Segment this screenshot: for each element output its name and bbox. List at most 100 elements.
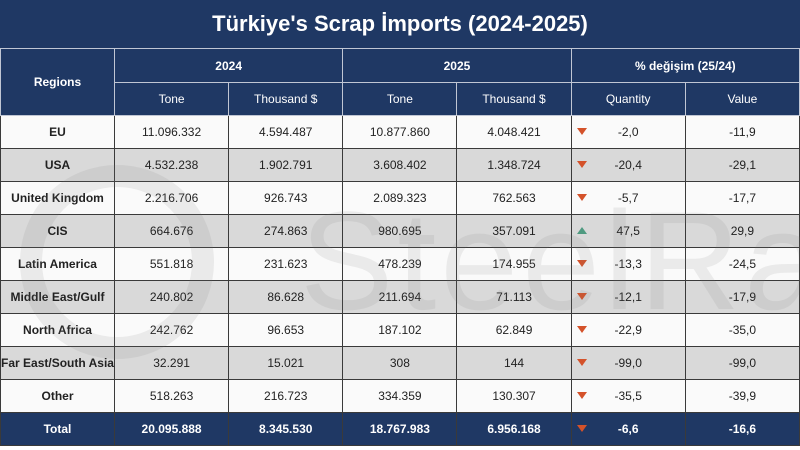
header-usd-2024: Thousand $ <box>228 82 344 116</box>
cell-usd-2025: 4.048.421 <box>456 115 572 149</box>
quantity-value: -99,0 <box>614 356 642 370</box>
quantity-value: -2,0 <box>617 125 639 139</box>
triangle-down-icon <box>576 326 587 333</box>
cell-usd-2025: 762.563 <box>456 181 572 215</box>
cell-usd-2024: 8.345.530 <box>228 412 344 446</box>
quantity-value: -22,9 <box>614 323 642 337</box>
cell-tone-2024: 551.818 <box>113 247 230 281</box>
cell-tone-2024: 664.676 <box>113 214 230 248</box>
table-row: USA 4.532.238 1.902.791 3.608.402 1.348.724 -… <box>0 148 800 182</box>
header-usd-2025: Thousand $ <box>456 82 572 116</box>
cell-usd-2024: 1.902.791 <box>228 148 344 182</box>
cell-value: -17,7 <box>684 181 800 215</box>
cell-usd-2024: 274.863 <box>228 214 344 248</box>
cell-usd-2024: 15.021 <box>228 346 344 380</box>
table-title: Türkiye's Scrap İmports (2024-2025) <box>0 0 800 48</box>
triangle-down-icon <box>576 359 587 366</box>
triangle-down-icon <box>576 161 587 168</box>
cell-region: CIS <box>0 214 115 248</box>
header-2025: 2025 <box>342 48 572 83</box>
cell-tone-2025: 980.695 <box>342 214 458 248</box>
cell-value: 29,9 <box>684 214 800 248</box>
cell-region: North Africa <box>0 313 115 347</box>
header-value: Value <box>684 82 800 116</box>
cell-value: -35,0 <box>684 313 800 347</box>
cell-tone-2024: 20.095.888 <box>113 412 230 446</box>
cell-region: Latin America <box>0 247 115 281</box>
triangle-down-icon <box>576 260 587 267</box>
cell-quantity: -35,5 <box>570 379 686 413</box>
quantity-value: -20,4 <box>614 158 642 172</box>
quantity-value: -13,3 <box>614 257 642 271</box>
cell-region: Middle East/Gulf <box>0 280 115 314</box>
cell-value: -11,9 <box>684 115 800 149</box>
quantity-value: -6,6 <box>617 422 639 436</box>
cell-region: United Kingdom <box>0 181 115 215</box>
cell-tone-2025: 211.694 <box>342 280 458 314</box>
cell-region: USA <box>0 148 115 182</box>
table-row: United Kingdom 2.216.706 926.743 2.089.323 7… <box>0 181 800 215</box>
triangle-down-icon <box>576 128 587 135</box>
cell-region: EU <box>0 115 115 149</box>
header-quantity: Quantity <box>570 82 686 116</box>
header-regions: Regions <box>0 48 115 116</box>
cell-tone-2024: 4.532.238 <box>113 148 230 182</box>
quantity-value: -12,1 <box>614 290 642 304</box>
cell-region: Far East/South Asia <box>0 346 115 380</box>
cell-value: -29,1 <box>684 148 800 182</box>
cell-tone-2025: 18.767.983 <box>342 412 458 446</box>
cell-value: -24,5 <box>684 247 800 281</box>
cell-quantity: -2,0 <box>570 115 686 149</box>
cell-quantity: -22,9 <box>570 313 686 347</box>
header-tone-2024: Tone <box>113 82 230 116</box>
cell-usd-2025: 1.348.724 <box>456 148 572 182</box>
scrap-imports-table: Regions 2024 2025 % değişim (25/24) Tone… <box>0 48 800 446</box>
triangle-down-icon <box>576 425 587 432</box>
cell-tone-2025: 10.877.860 <box>342 115 458 149</box>
header-change: % değişim (25/24) <box>570 48 800 83</box>
cell-tone-2024: 11.096.332 <box>113 115 230 149</box>
cell-usd-2025: 174.955 <box>456 247 572 281</box>
triangle-up-icon <box>576 227 587 234</box>
quantity-value: 47,5 <box>616 224 640 238</box>
cell-usd-2024: 86.628 <box>228 280 344 314</box>
table-row: EU 11.096.332 4.594.487 10.877.860 4.048.421… <box>0 115 800 149</box>
cell-tone-2025: 2.089.323 <box>342 181 458 215</box>
cell-region: Other <box>0 379 115 413</box>
quantity-value: -35,5 <box>614 389 642 403</box>
cell-usd-2024: 216.723 <box>228 379 344 413</box>
cell-tone-2025: 308 <box>342 346 458 380</box>
cell-tone-2025: 3.608.402 <box>342 148 458 182</box>
cell-tone-2024: 2.216.706 <box>113 181 230 215</box>
total-row: Total 20.095.888 8.345.530 18.767.983 6.956.… <box>0 412 800 446</box>
cell-tone-2025: 187.102 <box>342 313 458 347</box>
cell-value: -17,9 <box>684 280 800 314</box>
cell-tone-2025: 334.359 <box>342 379 458 413</box>
cell-quantity: -6,6 <box>570 412 686 446</box>
cell-quantity: -20,4 <box>570 148 686 182</box>
table-row: Other 518.263 216.723 334.359 130.307 -35,5 -3… <box>0 379 800 413</box>
cell-quantity: -13,3 <box>570 247 686 281</box>
cell-tone-2025: 478.239 <box>342 247 458 281</box>
table-row: CIS 664.676 274.863 980.695 357.091 47,5 29,9 <box>0 214 800 248</box>
cell-value: -39,9 <box>684 379 800 413</box>
quantity-value: -5,7 <box>617 191 639 205</box>
cell-usd-2025: 71.113 <box>456 280 572 314</box>
header-2024: 2024 <box>113 48 344 83</box>
cell-value: -16,6 <box>684 412 800 446</box>
table-row: Far East/South Asia 32.291 15.021 308 144 -99… <box>0 346 800 380</box>
table-row: Middle East/Gulf 240.802 86.628 211.694 71.1… <box>0 280 800 314</box>
cell-tone-2024: 518.263 <box>113 379 230 413</box>
cell-usd-2025: 6.956.168 <box>456 412 572 446</box>
header-tone-2025: Tone <box>342 82 458 116</box>
triangle-down-icon <box>576 194 587 201</box>
cell-usd-2025: 357.091 <box>456 214 572 248</box>
table-row: Latin America 551.818 231.623 478.239 174.95… <box>0 247 800 281</box>
cell-usd-2024: 96.653 <box>228 313 344 347</box>
cell-tone-2024: 242.762 <box>113 313 230 347</box>
cell-usd-2024: 926.743 <box>228 181 344 215</box>
cell-tone-2024: 240.802 <box>113 280 230 314</box>
cell-usd-2025: 144 <box>456 346 572 380</box>
cell-tone-2024: 32.291 <box>113 346 230 380</box>
cell-usd-2025: 130.307 <box>456 379 572 413</box>
